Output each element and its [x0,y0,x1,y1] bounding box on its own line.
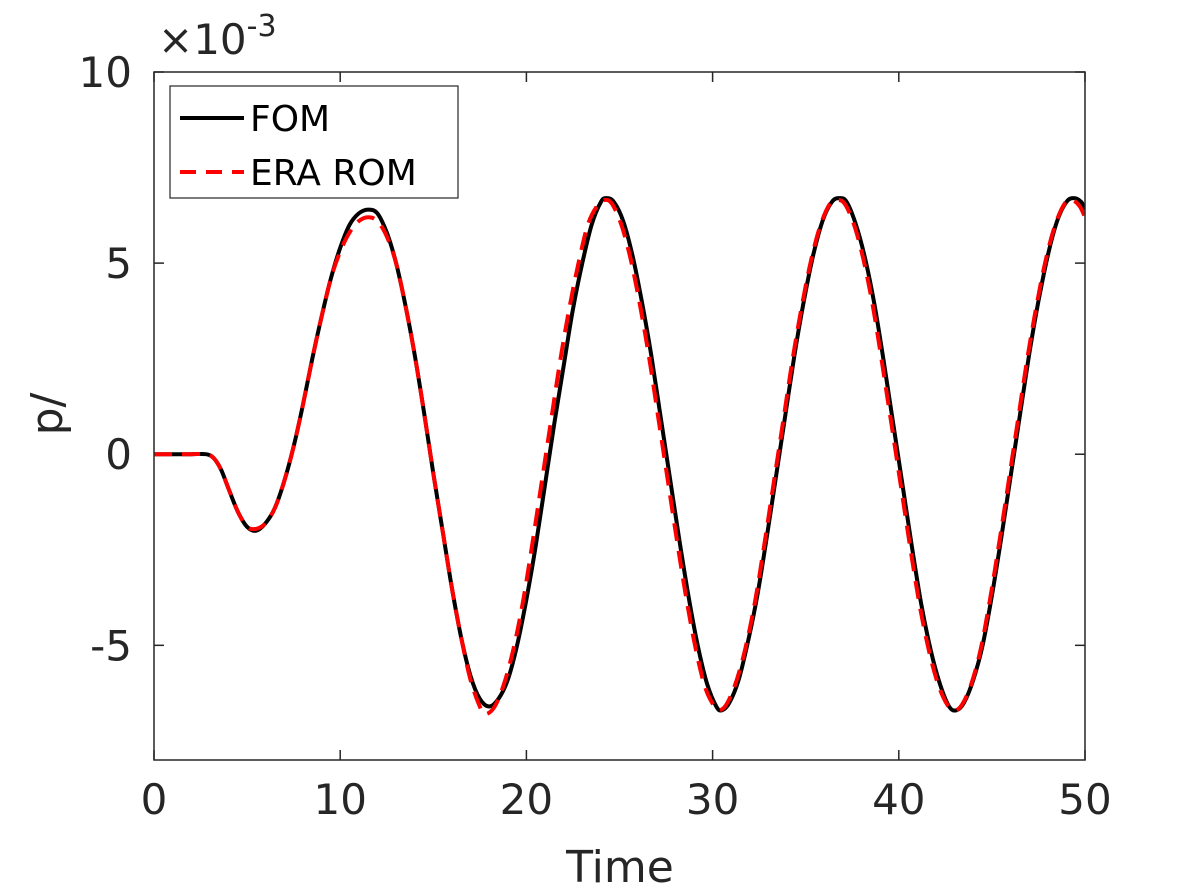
legend-label-era-rom: ERA ROM [250,153,417,194]
x-tick-label: 40 [872,775,925,824]
legend: FOM ERA ROM [169,85,459,199]
x-tick-label: 10 [313,775,366,824]
y-exponent-label: ×10-3 [158,9,277,64]
x-tick-label: 20 [500,775,553,824]
y-tick-label: 5 [105,239,132,288]
series-line-era-rom [154,197,1085,717]
y-tick-label: 10 [79,48,132,97]
legend-label-fom: FOM [250,99,330,140]
y-tick-label: -5 [90,621,132,670]
x-tick-label: 0 [141,775,168,824]
y-tick-label: 0 [105,430,132,479]
axes-box [153,71,1086,761]
series-layer [154,196,1085,717]
axis-ticks: 0 10 20 30 40 50 -5 0 5 10 [79,48,1112,824]
x-axis-label: Time [565,842,674,893]
legend-box [169,85,459,199]
x-tick-label: 50 [1058,775,1111,824]
y-axis-label: p/ [22,392,73,435]
x-tick-label: 30 [686,775,739,824]
